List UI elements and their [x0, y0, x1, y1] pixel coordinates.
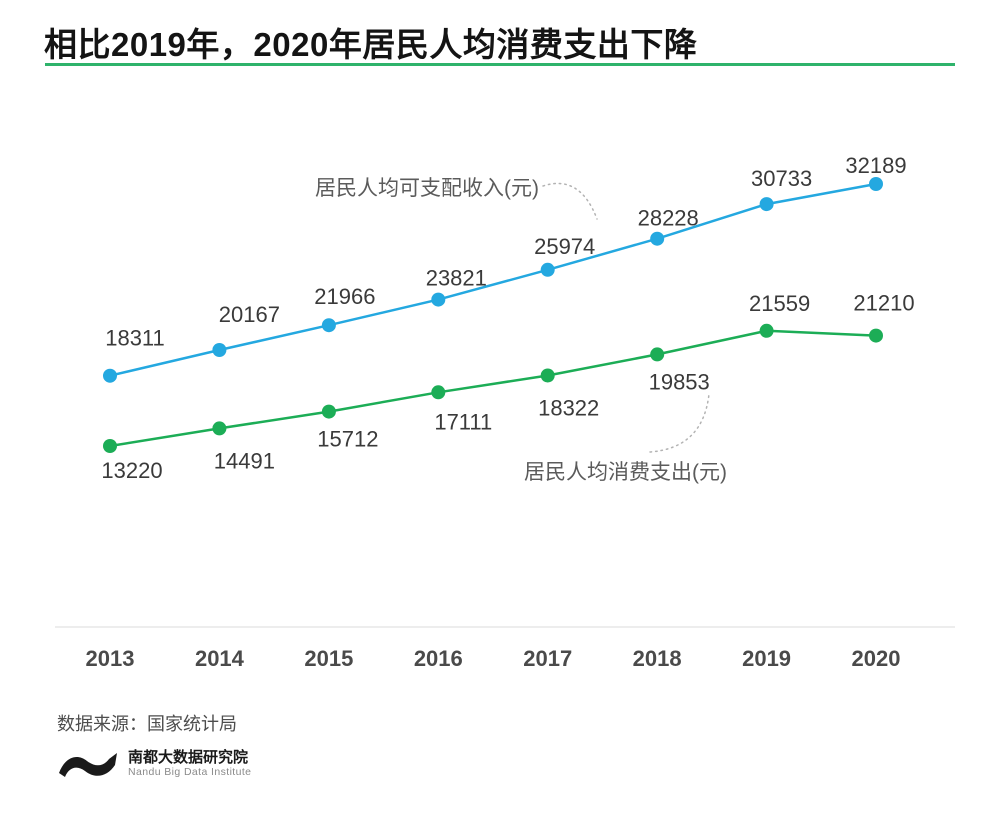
logo-name-en: Nandu Big Data Institute — [128, 765, 252, 778]
data-point — [650, 347, 665, 362]
x-tick-label: 2019 — [742, 646, 791, 671]
series-line-income — [109, 182, 877, 377]
data-label: 21559 — [749, 291, 810, 316]
data-point — [759, 323, 774, 338]
legend-income-label: 居民人均可支配收入(元) — [315, 177, 539, 200]
data-point — [759, 197, 774, 212]
data-label: 23821 — [426, 266, 487, 291]
data-point — [212, 421, 227, 436]
logo-name-cn: 南都大数据研究院 — [128, 748, 249, 766]
logo-text: 南都大数据研究院 Nandu Big Data Institute — [128, 748, 252, 779]
data-label: 21966 — [314, 284, 375, 309]
x-tick-label: 2017 — [523, 646, 572, 671]
data-point — [431, 292, 446, 307]
data-point — [212, 343, 227, 357]
data-point — [431, 385, 446, 400]
data-point — [103, 439, 117, 453]
x-tick-label: 2020 — [852, 646, 901, 671]
data-label: 20167 — [219, 302, 280, 327]
data-label: 15712 — [317, 427, 378, 452]
data-label: 32189 — [845, 153, 906, 178]
data-label: 30733 — [751, 166, 812, 191]
data-label: 14491 — [214, 448, 275, 473]
data-label: 25974 — [534, 234, 595, 259]
data-label: 18311 — [105, 326, 165, 351]
legend-expenditure-label: 居民人均消费支出(元) — [524, 461, 727, 484]
data-label: 19853 — [649, 369, 710, 394]
data-point — [540, 262, 555, 277]
x-tick-label: 2014 — [195, 646, 245, 671]
data-point — [869, 177, 883, 191]
data-label: 21210 — [853, 291, 914, 316]
data-label: 28228 — [638, 206, 699, 231]
data-point — [321, 404, 336, 419]
data-source: 数据来源：国家统计局 — [57, 714, 237, 734]
annotation-arc-expenditure — [649, 393, 710, 453]
data-label: 17111 — [434, 409, 492, 434]
data-label: 18322 — [538, 396, 599, 421]
logo-wave-icon — [59, 753, 117, 777]
title-underline — [45, 63, 955, 66]
x-tick-label: 2015 — [304, 646, 353, 671]
x-tick-label: 2018 — [633, 646, 682, 671]
x-tick-label: 2016 — [414, 646, 463, 671]
logo: 南都大数据研究院 Nandu Big Data Institute — [57, 749, 251, 779]
page-title: 相比2019年，2020年居民人均消费支出下降 — [44, 26, 698, 63]
x-tick-label: 2013 — [86, 646, 135, 671]
series-line-expenditure — [109, 329, 877, 448]
data-point — [540, 368, 555, 383]
data-point — [103, 368, 117, 383]
data-point — [321, 318, 336, 333]
data-point — [869, 328, 883, 343]
annotation-arc-income — [542, 182, 598, 220]
data-point — [650, 231, 665, 246]
data-label: 13220 — [101, 458, 162, 483]
